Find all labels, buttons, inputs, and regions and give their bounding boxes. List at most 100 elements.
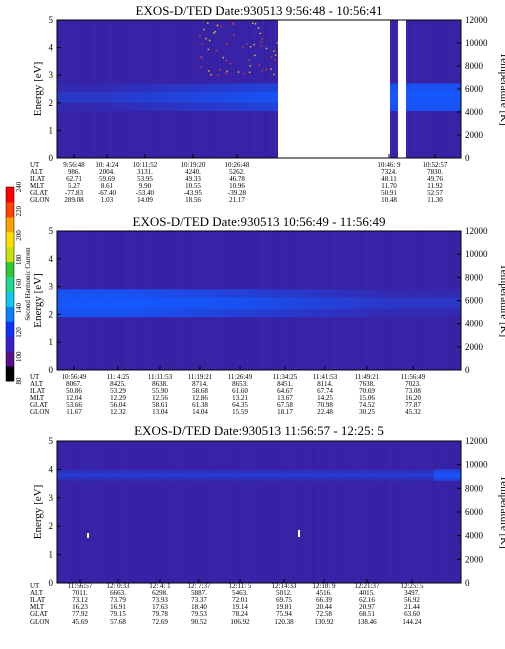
heatmap-column bbox=[265, 441, 266, 583]
heatmap-column bbox=[253, 441, 254, 583]
info-row-label: ALT bbox=[30, 589, 44, 597]
heatmap-band-core bbox=[57, 297, 65, 309]
heatmap-column bbox=[427, 441, 428, 583]
colorbar-tick-label: 180 bbox=[15, 254, 23, 265]
noise-dot bbox=[225, 43, 228, 46]
heatmap-column bbox=[267, 441, 268, 583]
info-cell: 10.48 bbox=[381, 196, 397, 204]
heatmap-band-core bbox=[346, 297, 354, 309]
heatmap-band-core bbox=[292, 297, 300, 309]
heatmap-band-core bbox=[259, 297, 267, 309]
info-cell: 18.56 bbox=[185, 196, 201, 204]
heatmap-column bbox=[241, 441, 242, 583]
heatmap-band-core bbox=[124, 297, 132, 309]
heatmap-column bbox=[103, 441, 104, 583]
y-right-tick-label: 6000 bbox=[465, 507, 484, 517]
info-cell: 138.46 bbox=[357, 618, 377, 626]
heatmap-column bbox=[343, 441, 344, 583]
info-cell: 69.75 bbox=[276, 596, 292, 604]
heatmap-column bbox=[205, 441, 206, 583]
heatmap-band-core bbox=[205, 472, 213, 478]
heatmap-column bbox=[213, 441, 214, 583]
y-tick-label: 2 bbox=[49, 521, 54, 531]
heatmap-band-core bbox=[380, 472, 388, 478]
heatmap-band-core bbox=[306, 297, 314, 309]
heatmap-column bbox=[101, 441, 102, 583]
y-right-tick-label: 10000 bbox=[465, 460, 488, 470]
heatmap-column bbox=[353, 441, 354, 583]
heatmap-column bbox=[321, 441, 322, 583]
info-cell: 11:34:25 bbox=[273, 373, 298, 381]
y-right-tick-label: 4000 bbox=[465, 319, 484, 329]
colorbar-tick-label: 220 bbox=[15, 206, 23, 217]
heatmap-band-core bbox=[97, 297, 105, 309]
info-cell: 73.08 bbox=[405, 387, 421, 395]
heatmap-band-core bbox=[393, 472, 401, 478]
heatmap-band-core bbox=[90, 297, 98, 309]
info-row-label: MLT bbox=[30, 603, 45, 611]
info-cell: 72.69 bbox=[152, 618, 168, 626]
noise-dot bbox=[252, 22, 254, 24]
colorbar-tick-label: 120 bbox=[15, 327, 23, 338]
heatmap-column bbox=[243, 441, 244, 583]
heatmap-band-core bbox=[198, 91, 206, 103]
noise-dot bbox=[233, 34, 235, 36]
heatmap-column bbox=[131, 441, 132, 583]
noise-dot bbox=[222, 56, 225, 59]
heatmap-column bbox=[453, 441, 454, 583]
info-cell: 79.78 bbox=[152, 610, 168, 618]
heatmap-column bbox=[387, 441, 388, 583]
info-cell: 49.76 bbox=[427, 175, 443, 183]
heatmap-band-core bbox=[70, 297, 78, 309]
heatmap-column bbox=[223, 441, 224, 583]
heatmap-column bbox=[227, 441, 228, 583]
noise-dot bbox=[199, 34, 201, 37]
heatmap-column bbox=[289, 441, 290, 583]
heatmap-column bbox=[97, 441, 98, 583]
info-row-label: GLAT bbox=[30, 189, 49, 197]
info-cell: 19.81 bbox=[276, 603, 292, 611]
info-cell: 48.11 bbox=[381, 175, 397, 183]
heatmap-band-core bbox=[252, 297, 260, 309]
heatmap-band-core bbox=[427, 472, 435, 478]
info-cell: 8451. bbox=[277, 380, 293, 388]
colorbar-segment bbox=[6, 216, 14, 233]
heatmap-column bbox=[423, 441, 424, 583]
y-right-tick-label: 6000 bbox=[465, 84, 484, 94]
heatmap-band-core bbox=[400, 472, 408, 478]
y-right-tick-label: 4000 bbox=[465, 531, 484, 541]
noise-dot bbox=[270, 56, 273, 58]
heatmap-band-core bbox=[299, 297, 307, 309]
heatmap-band-core bbox=[333, 472, 341, 478]
heatmap-column bbox=[351, 441, 352, 583]
heatmap-column bbox=[195, 441, 196, 583]
heatmap-band-core bbox=[70, 472, 78, 478]
noise-dot bbox=[261, 69, 263, 72]
y-right-tick-label: 10000 bbox=[465, 38, 488, 48]
heatmap-column bbox=[199, 441, 200, 583]
heatmap-band-core bbox=[137, 297, 146, 309]
heatmap-band-core bbox=[158, 297, 166, 309]
info-cell: 12: 7:37 bbox=[187, 582, 211, 590]
y-tick-label: 5 bbox=[49, 226, 54, 236]
colorbar-segment bbox=[6, 351, 14, 367]
heatmap-column bbox=[145, 441, 146, 583]
info-cell: 79.53 bbox=[191, 610, 207, 618]
heatmap-column bbox=[143, 441, 144, 583]
heatmap-column bbox=[67, 441, 68, 583]
info-cell: 45.32 bbox=[405, 408, 421, 416]
heatmap-band-core bbox=[265, 91, 273, 103]
heatmap-band-core bbox=[420, 297, 428, 309]
noise-dot bbox=[249, 65, 251, 67]
heatmap-column bbox=[153, 441, 154, 583]
heatmap-band-core bbox=[454, 297, 462, 309]
heatmap-band-core bbox=[137, 91, 146, 103]
noise-dot bbox=[216, 74, 219, 77]
heatmap-column bbox=[121, 441, 122, 583]
info-cell: 10:52:57 bbox=[423, 161, 448, 169]
heatmap-band-core bbox=[211, 472, 220, 478]
info-cell: 10:46: 9 bbox=[377, 161, 401, 169]
heatmap-band-core bbox=[238, 472, 247, 478]
heatmap-column bbox=[295, 441, 296, 583]
